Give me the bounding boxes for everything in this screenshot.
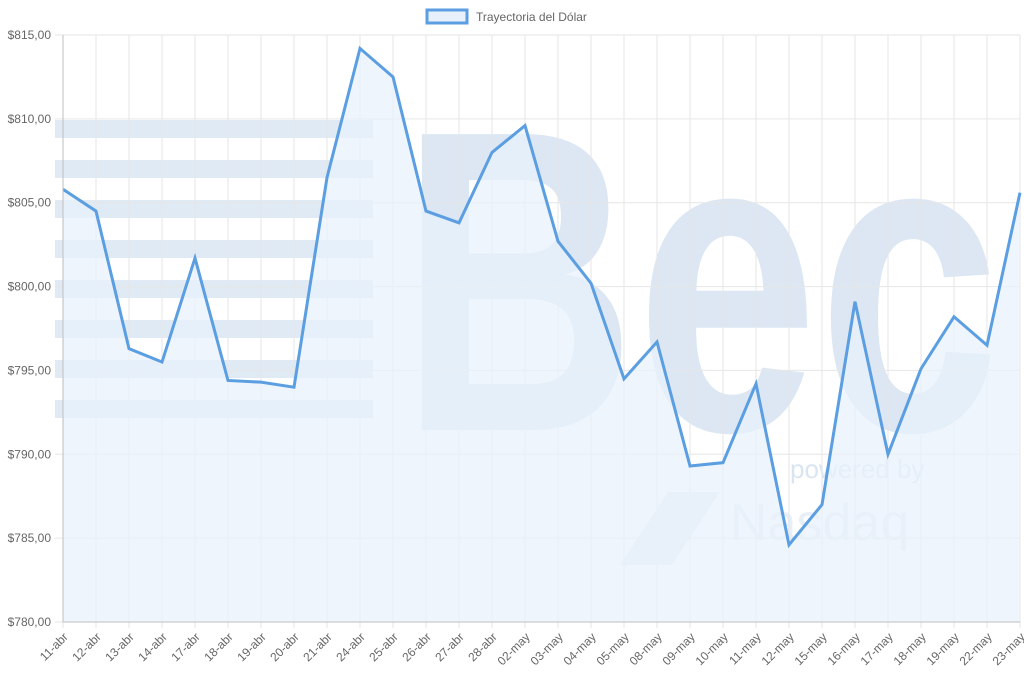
data-point <box>323 174 331 182</box>
x-tick-label: 17-abr <box>168 630 202 664</box>
data-point <box>818 501 826 509</box>
x-tick-label: 11-may <box>726 630 764 668</box>
data-point <box>257 378 265 386</box>
x-tick-label: 24-abr <box>333 630 367 664</box>
x-tick-label: 27-abr <box>432 630 466 664</box>
data-point <box>653 338 661 346</box>
data-point <box>884 450 892 458</box>
data-point <box>752 380 760 388</box>
data-point <box>488 148 496 156</box>
x-tick-label: 14-abr <box>135 630 169 664</box>
x-tick-label: 03-may <box>528 630 566 668</box>
x-tick-label: 02-may <box>495 630 533 668</box>
legend-label[interactable]: Trayectoria del Dólar <box>476 10 587 24</box>
data-point <box>719 459 727 467</box>
x-tick-label: 15-may <box>792 630 830 668</box>
legend[interactable]: Trayectoria del Dólar <box>425 8 587 25</box>
data-point <box>983 341 991 349</box>
data-point <box>92 207 100 215</box>
data-point <box>191 254 199 262</box>
y-tick-label: $810,00 <box>8 112 52 126</box>
x-tick-label: 26-abr <box>399 630 433 664</box>
data-point <box>389 73 397 81</box>
data-point <box>125 345 133 353</box>
watermark-stripe <box>55 120 373 138</box>
data-point <box>620 375 628 383</box>
data-point <box>521 122 529 130</box>
area-fill <box>63 48 1020 623</box>
legend-swatch[interactable] <box>425 8 469 25</box>
x-tick-label: 12-may <box>759 630 797 668</box>
data-point <box>290 383 298 391</box>
data-point <box>224 376 232 384</box>
series-line <box>62 44 1024 549</box>
x-tick-label: 19-may <box>924 630 962 668</box>
data-point <box>686 462 694 470</box>
data-point <box>785 541 793 549</box>
data-point <box>422 207 430 215</box>
x-tick-label: 23-may <box>990 630 1024 668</box>
y-tick-label: $790,00 <box>8 447 52 461</box>
y-tick-label: $780,00 <box>8 615 52 629</box>
x-tick-label: 22-may <box>957 630 995 668</box>
x-tick-label: 19-abr <box>234 630 268 664</box>
y-tick-label: $805,00 <box>8 196 52 210</box>
data-point <box>851 298 859 306</box>
x-tick-label: 10-may <box>693 630 731 668</box>
x-tick-label: 18-may <box>891 630 929 668</box>
data-point <box>554 237 562 245</box>
y-tick-label: $795,00 <box>8 363 52 377</box>
data-point <box>1016 189 1024 197</box>
data-point <box>158 358 166 366</box>
x-tick-label: 20-abr <box>267 630 301 664</box>
x-tick-label: 08-may <box>627 630 665 668</box>
y-tick-label: $815,00 <box>8 28 52 42</box>
data-point <box>455 219 463 227</box>
x-tick-label: 05-may <box>594 630 632 668</box>
data-point <box>950 313 958 321</box>
x-tick-label: 16-may <box>825 630 863 668</box>
data-point <box>917 365 925 373</box>
x-tick-label: 21-abr <box>300 630 334 664</box>
x-tick-label: 11-abr <box>37 630 71 664</box>
series-polyline <box>62 45 1022 549</box>
y-tick-label: $800,00 <box>8 280 52 294</box>
x-tick-label: 12-abr <box>69 630 103 664</box>
x-tick-label: 04-may <box>561 630 599 668</box>
y-tick-label: $785,00 <box>8 531 52 545</box>
x-tick-label: 18-abr <box>201 630 235 664</box>
x-tick-label: 17-may <box>858 630 896 668</box>
data-point <box>356 44 364 52</box>
x-tick-label: 13-abr <box>102 630 136 664</box>
x-tick-label: 09-may <box>660 630 698 668</box>
series-area-fill <box>63 48 1020 623</box>
data-point <box>587 279 595 287</box>
x-tick-label: 25-abr <box>366 630 400 664</box>
